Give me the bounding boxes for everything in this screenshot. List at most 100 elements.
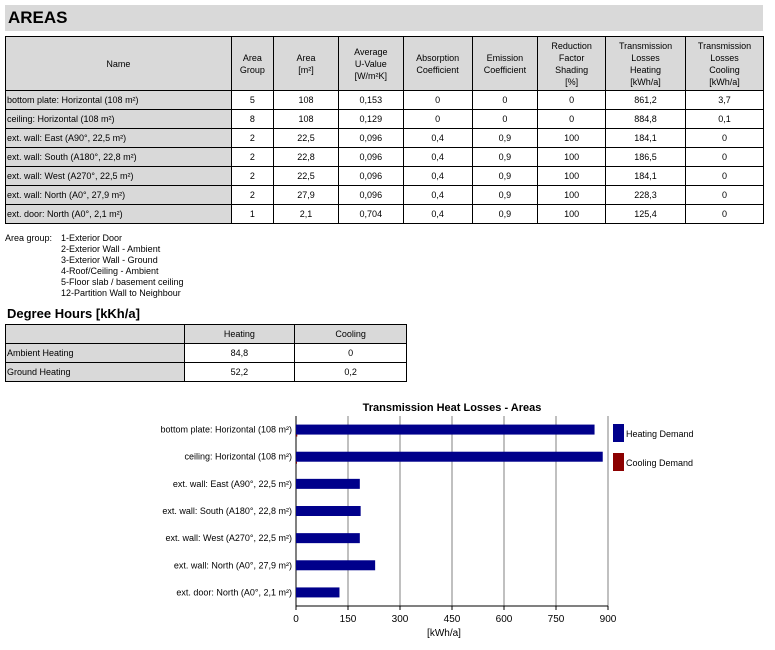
cell-area-group: 2: [230, 128, 275, 148]
cell-u-value: 0,153: [337, 90, 404, 110]
cell-area: 108: [273, 109, 339, 129]
legend-swatch: [613, 424, 624, 442]
cell-u-value: 0,129: [337, 109, 404, 129]
heating-bar: [296, 424, 595, 435]
cell-losses-cooling: 0: [685, 128, 764, 148]
cell-area: 27,9: [273, 185, 339, 205]
cell-shading: 100: [537, 204, 607, 224]
cell-area-group: 5: [230, 90, 275, 110]
cell-name: ceiling: Horizontal (108 m²): [5, 109, 232, 129]
area-group-item: 3-Exterior Wall - Ground: [61, 255, 158, 265]
header-emission: Emission Coefficient: [471, 36, 539, 91]
cell-losses-heating: 861,2: [605, 90, 687, 110]
transmission-heat-losses-chart: Transmission Heat Losses - Areas 0 150 300 4…: [160, 402, 694, 639]
cell-area: 22,5: [273, 166, 339, 186]
cell-area-group: 2: [230, 147, 275, 167]
category-label: ext. door: North (A0°, 2,1 m²): [176, 587, 292, 597]
cell-u-value: 0,096: [337, 166, 404, 186]
heating-bar: [296, 478, 360, 489]
cell-area: 108: [273, 90, 339, 110]
heating-bar: [296, 587, 340, 598]
x-tick-label: 750: [548, 614, 565, 625]
category-label: ext. wall: South (A180°, 22,8 m²): [162, 506, 292, 516]
table-row: ceiling: Horizontal (108 m²) 8 108 0,129 0 0 0…: [5, 109, 764, 129]
category-label: ceiling: Horizontal (108 m²): [184, 452, 292, 462]
cell-losses-heating: 186,5: [605, 147, 687, 167]
heating-bar: [296, 506, 361, 516]
cell-u-value: 0,096: [337, 147, 404, 167]
cell-emission: 0,9: [471, 185, 539, 205]
x-tick-label: 0: [293, 614, 299, 625]
cell-shading: 100: [537, 147, 607, 167]
cell-losses-heating: 184,1: [605, 128, 687, 148]
cell-shading: 0: [537, 109, 607, 129]
heating-bar: [296, 533, 360, 544]
degree-header-2: Cooling: [294, 324, 407, 344]
table-row: ext. wall: West (A270°, 22,5 m²) 2 22,5 0,0…: [5, 166, 764, 186]
legend-label: Heating Demand: [626, 429, 694, 439]
area-group-item: 5-Floor slab / basement ceiling: [61, 277, 184, 287]
heating-bar: [296, 451, 603, 462]
area-group-label: Area group:: [5, 233, 53, 243]
cell-u-value: 0,096: [337, 185, 404, 205]
degree-hours-title: Degree Hours [kKh/a]: [7, 306, 140, 321]
cell-emission: 0: [471, 109, 539, 129]
table-row: ext. wall: South (A180°, 22,8 m²) 2 22,8 0,…: [5, 147, 764, 167]
areas-header-row: Name Area Group Area [m²] Average U-Value [W/m²…: [5, 36, 764, 91]
cell-shading: 100: [537, 185, 607, 205]
degree-hours-table: Heating Cooling Ambient Heating 84,8 0 Groun…: [5, 324, 407, 382]
cell-shading: 0: [537, 90, 607, 110]
cell-shading: 100: [537, 166, 607, 186]
cell-emission: 0,9: [471, 128, 539, 148]
legend-label: Cooling Demand: [626, 458, 693, 468]
cell-losses-heating: 125,4: [605, 204, 687, 224]
cell-absorption: 0,4: [402, 166, 473, 186]
chart-title: Transmission Heat Losses - Areas: [363, 402, 542, 414]
degree-cell-0: Ground Heating: [5, 362, 185, 382]
header-area: Area [m²]: [273, 36, 339, 91]
area-group-item: 1-Exterior Door: [61, 233, 123, 243]
cell-absorption: 0,4: [402, 204, 473, 224]
page-title: AREAS: [8, 8, 68, 27]
cell-area-group: 2: [230, 185, 275, 205]
areas-table: Name Area Group Area [m²] Average U-Value [W/m²…: [5, 36, 764, 224]
cell-area-group: 8: [230, 109, 275, 129]
degree-header-0: [5, 324, 185, 344]
category-label: ext. wall: East (A90°, 22,5 m²): [173, 479, 292, 489]
cell-absorption: 0: [402, 90, 473, 110]
x-tick-label: 300: [392, 614, 409, 625]
cell-losses-heating: 184,1: [605, 166, 687, 186]
x-tick-label: 150: [340, 614, 357, 625]
cell-losses-heating: 228,3: [605, 185, 687, 205]
degree-hours-header-row: Heating Cooling: [5, 324, 407, 344]
legend-swatch: [613, 453, 624, 471]
cell-absorption: 0,4: [402, 185, 473, 205]
cell-area: 2,1: [273, 204, 339, 224]
cell-name: bottom plate: Horizontal (108 m²): [5, 90, 232, 110]
category-label: ext. wall: North (A0°, 27,9 m²): [174, 560, 292, 570]
cell-area: 22,5: [273, 128, 339, 148]
header-name: Name: [5, 36, 232, 91]
category-label: ext. wall: West (A270°, 22,5 m²): [166, 533, 292, 543]
header-area-group: Area Group: [230, 36, 275, 91]
cell-name: ext. wall: East (A90°, 22,5 m²): [5, 128, 232, 148]
cell-absorption: 0,4: [402, 147, 473, 167]
cell-losses-cooling: 0: [685, 166, 764, 186]
cell-losses-heating: 884,8: [605, 109, 687, 129]
cell-losses-cooling: 0: [685, 204, 764, 224]
cooling-bar: [296, 461, 297, 464]
cell-emission: 0,9: [471, 204, 539, 224]
header-losses-cooling: Transmission Losses Cooling [kWh/a]: [685, 36, 764, 91]
category-label: bottom plate: Horizontal (108 m²): [160, 425, 292, 435]
cell-emission: 0: [471, 90, 539, 110]
heating-bar: [296, 560, 376, 571]
table-row: Ground Heating 52,2 0,2: [5, 362, 407, 382]
cell-shading: 100: [537, 128, 607, 148]
x-tick-label: 600: [496, 614, 513, 625]
area-group-item: 12-Partition Wall to Neighbour: [61, 288, 181, 298]
degree-cell-1: 52,2: [183, 362, 296, 382]
degree-cell-0: Ambient Heating: [5, 343, 185, 363]
cell-losses-cooling: 0: [685, 147, 764, 167]
header-u-value: Average U-Value [W/m²K]: [337, 36, 404, 91]
degree-cell-2: 0,2: [294, 362, 407, 382]
